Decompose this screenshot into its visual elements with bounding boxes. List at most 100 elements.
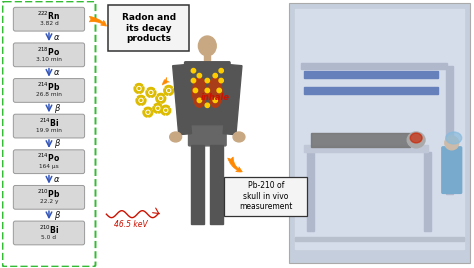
Circle shape	[167, 88, 171, 92]
Ellipse shape	[445, 136, 459, 150]
Text: $^{214}$Bi: $^{214}$Bi	[39, 116, 59, 129]
FancyBboxPatch shape	[13, 7, 84, 31]
Ellipse shape	[407, 132, 425, 148]
Bar	[295, 9, 464, 249]
Text: β: β	[54, 139, 59, 148]
Bar	[304, 145, 428, 152]
Wedge shape	[164, 89, 169, 95]
Ellipse shape	[192, 78, 206, 107]
Wedge shape	[139, 87, 144, 93]
Text: $^{214}$Po: $^{214}$Po	[37, 152, 61, 165]
Wedge shape	[135, 84, 143, 88]
Circle shape	[193, 88, 198, 93]
Circle shape	[149, 91, 153, 94]
Text: α: α	[54, 68, 59, 77]
Circle shape	[191, 69, 196, 73]
Ellipse shape	[199, 36, 216, 56]
Text: $^{210}$Bi: $^{210}$Bi	[39, 223, 59, 236]
Bar	[191, 145, 204, 224]
FancyBboxPatch shape	[184, 62, 230, 128]
Wedge shape	[136, 99, 141, 105]
Ellipse shape	[446, 132, 462, 144]
Wedge shape	[143, 110, 148, 117]
Circle shape	[139, 98, 143, 102]
Circle shape	[191, 78, 196, 83]
Text: $^{214}$Pb: $^{214}$Pb	[37, 81, 61, 93]
Circle shape	[213, 73, 218, 78]
Bar	[301, 63, 447, 69]
Circle shape	[146, 110, 150, 114]
Circle shape	[138, 87, 140, 90]
Ellipse shape	[208, 78, 222, 107]
Bar	[311, 133, 410, 147]
Bar	[304, 87, 438, 94]
Wedge shape	[148, 110, 153, 117]
Text: Radon and
its decay
products: Radon and its decay products	[122, 13, 176, 43]
Wedge shape	[154, 103, 162, 108]
Wedge shape	[161, 97, 166, 103]
Circle shape	[219, 78, 223, 83]
Circle shape	[205, 103, 210, 107]
Text: 46.5 keV: 46.5 keV	[114, 219, 148, 229]
Circle shape	[205, 88, 210, 93]
FancyBboxPatch shape	[13, 114, 84, 138]
Circle shape	[157, 107, 159, 109]
Circle shape	[205, 78, 210, 83]
Wedge shape	[146, 91, 151, 97]
Circle shape	[164, 108, 168, 112]
Circle shape	[219, 69, 223, 73]
Text: α: α	[54, 175, 59, 184]
Wedge shape	[158, 107, 163, 113]
Circle shape	[213, 98, 218, 103]
Text: 19.9 min: 19.9 min	[36, 128, 62, 133]
Text: $^{222}$Rn: $^{222}$Rn	[37, 10, 61, 22]
Bar	[304, 71, 438, 78]
Wedge shape	[147, 87, 155, 92]
Circle shape	[150, 91, 152, 94]
FancyBboxPatch shape	[13, 221, 84, 245]
Text: Pb-210 of
skull in vivo
measurement: Pb-210 of skull in vivo measurement	[239, 181, 292, 211]
Wedge shape	[134, 87, 139, 93]
Text: inhale: inhale	[201, 93, 230, 102]
Wedge shape	[141, 99, 146, 105]
Circle shape	[217, 88, 221, 93]
Bar	[307, 152, 314, 231]
Circle shape	[197, 73, 201, 78]
Text: 3.10 min: 3.10 min	[36, 57, 62, 62]
Text: 26.8 min: 26.8 min	[36, 92, 62, 97]
FancyBboxPatch shape	[224, 177, 307, 216]
Wedge shape	[157, 94, 164, 98]
Circle shape	[137, 87, 141, 91]
Circle shape	[156, 106, 160, 110]
FancyBboxPatch shape	[109, 5, 190, 51]
Wedge shape	[161, 109, 166, 115]
Circle shape	[159, 96, 163, 100]
Text: α: α	[54, 32, 59, 42]
FancyBboxPatch shape	[13, 150, 84, 174]
Text: β: β	[54, 104, 59, 113]
Wedge shape	[137, 95, 145, 100]
FancyBboxPatch shape	[13, 79, 84, 102]
Bar	[295, 237, 464, 241]
Wedge shape	[169, 89, 173, 95]
Wedge shape	[144, 107, 152, 112]
Wedge shape	[151, 91, 156, 97]
Circle shape	[160, 97, 162, 99]
Circle shape	[165, 109, 167, 111]
Text: 164 μs: 164 μs	[39, 164, 59, 169]
Bar	[204, 55, 210, 63]
FancyBboxPatch shape	[13, 43, 84, 67]
Text: 3.82 d: 3.82 d	[40, 21, 58, 26]
Bar	[223, 65, 242, 135]
Circle shape	[197, 98, 201, 103]
Circle shape	[168, 90, 170, 91]
Ellipse shape	[170, 132, 182, 142]
Ellipse shape	[410, 133, 422, 143]
Wedge shape	[162, 105, 170, 110]
FancyBboxPatch shape	[442, 147, 462, 193]
Text: 22.2 y: 22.2 y	[40, 199, 58, 204]
Circle shape	[147, 111, 149, 113]
FancyBboxPatch shape	[189, 126, 226, 146]
Ellipse shape	[233, 132, 245, 142]
Bar	[290, 3, 470, 263]
